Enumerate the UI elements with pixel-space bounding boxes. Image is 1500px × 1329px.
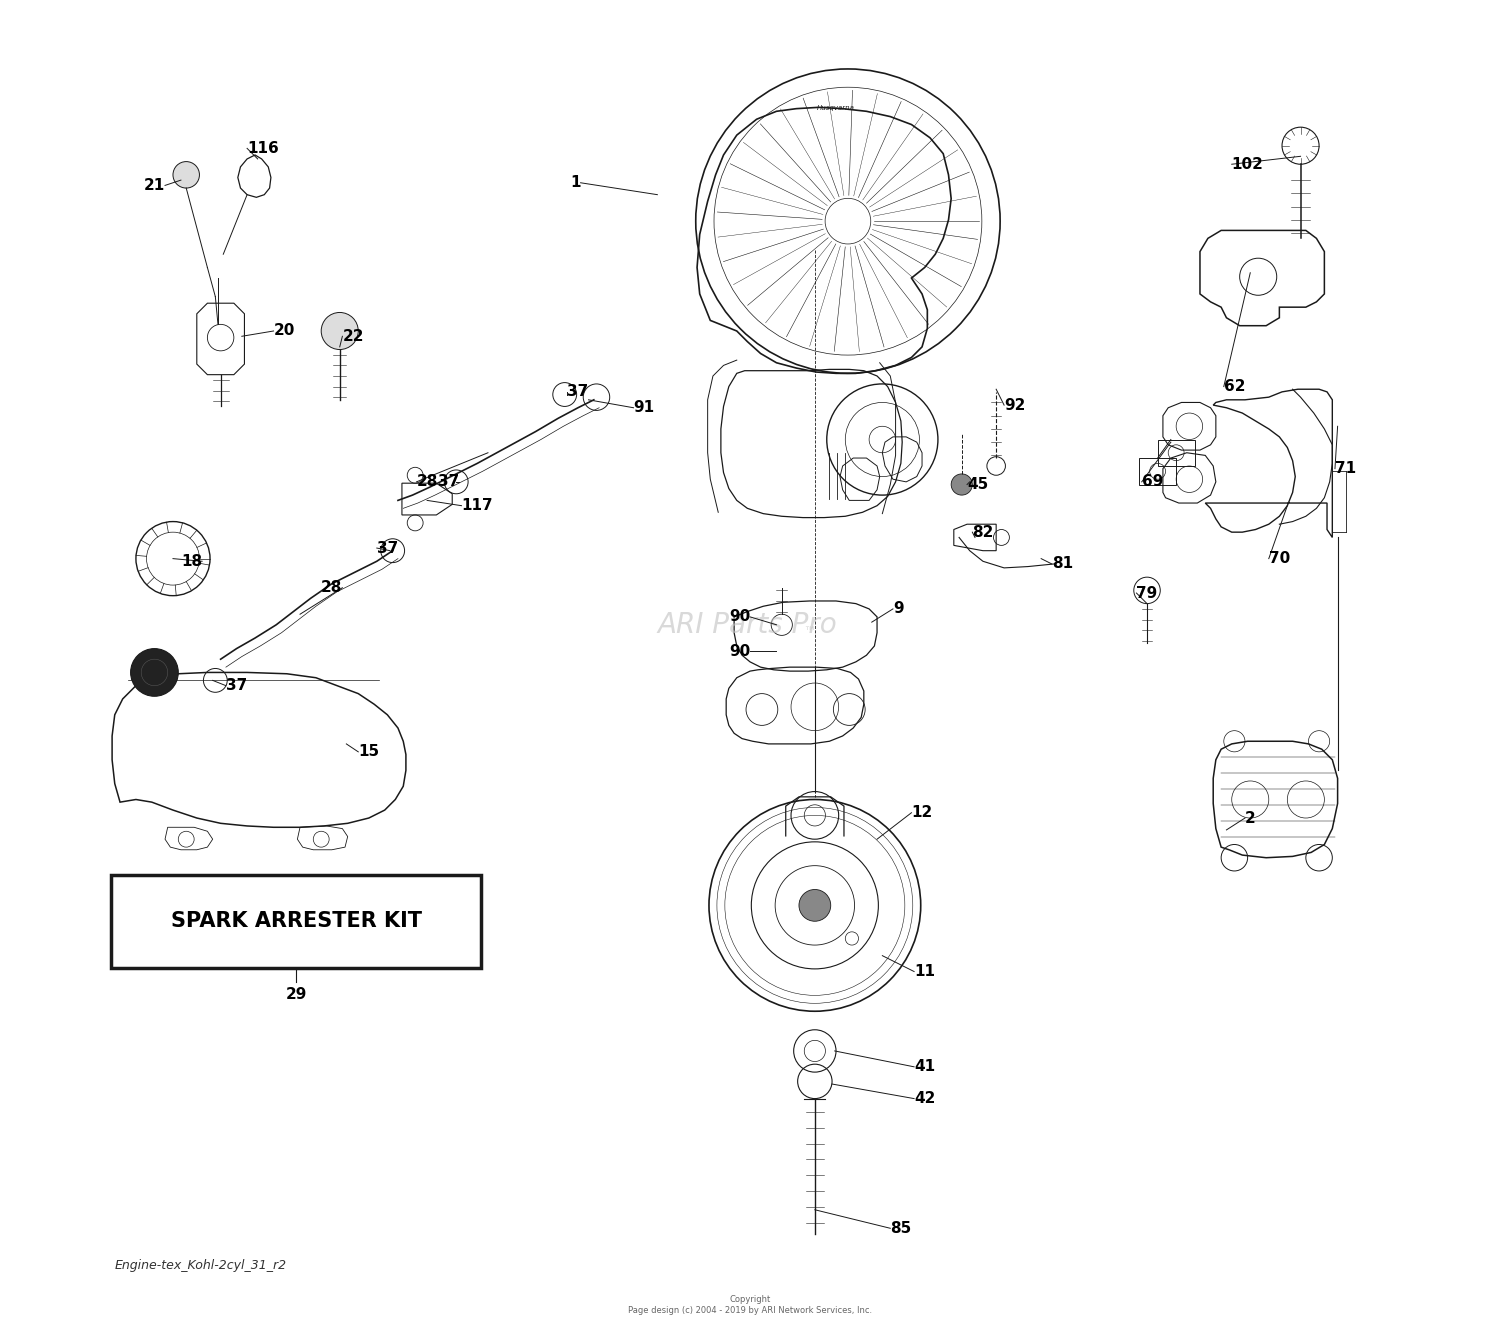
Text: 15: 15 — [358, 744, 380, 759]
Text: 45: 45 — [968, 477, 988, 492]
Circle shape — [321, 312, 358, 350]
Text: 116: 116 — [248, 141, 279, 155]
Text: 79: 79 — [1137, 586, 1158, 601]
Text: SPARK ARRESTER KIT: SPARK ARRESTER KIT — [171, 912, 422, 932]
Text: 92: 92 — [1004, 397, 1026, 412]
Text: 90: 90 — [729, 610, 750, 625]
Text: 37: 37 — [567, 384, 588, 400]
Text: 117: 117 — [462, 498, 494, 513]
Text: 9: 9 — [892, 602, 903, 617]
Text: 18: 18 — [182, 554, 203, 569]
Circle shape — [172, 162, 200, 189]
Text: 62: 62 — [1224, 379, 1245, 395]
Text: 82: 82 — [972, 525, 993, 540]
Text: 20: 20 — [273, 323, 296, 339]
Circle shape — [951, 474, 972, 496]
Circle shape — [800, 889, 831, 921]
Text: 81: 81 — [1052, 557, 1072, 571]
Text: 22: 22 — [342, 328, 364, 344]
Text: 1: 1 — [570, 175, 580, 190]
Text: 37: 37 — [376, 541, 398, 556]
Text: 71: 71 — [1335, 461, 1356, 476]
Text: 70: 70 — [1269, 552, 1290, 566]
Text: 29: 29 — [279, 912, 300, 926]
Text: 28: 28 — [321, 581, 342, 595]
Text: 11: 11 — [914, 964, 934, 979]
Text: 85: 85 — [891, 1221, 912, 1236]
Text: 12: 12 — [912, 805, 933, 820]
Text: 21: 21 — [144, 178, 165, 193]
Text: 37: 37 — [438, 474, 459, 489]
Text: 37: 37 — [226, 678, 248, 694]
Text: 29: 29 — [285, 987, 306, 1002]
Text: Engine-tex_Kohl-2cyl_31_r2: Engine-tex_Kohl-2cyl_31_r2 — [114, 1259, 286, 1272]
Text: Page design (c) 2004 - 2019 by ARI Network Services, Inc.: Page design (c) 2004 - 2019 by ARI Netwo… — [628, 1306, 872, 1314]
Text: 42: 42 — [914, 1091, 936, 1106]
FancyBboxPatch shape — [111, 874, 482, 968]
Text: 69: 69 — [1142, 474, 1162, 489]
Text: 90: 90 — [729, 643, 750, 659]
Text: 2: 2 — [1245, 811, 1256, 825]
Text: 41: 41 — [914, 1059, 934, 1074]
Circle shape — [130, 649, 178, 696]
Text: 102: 102 — [1232, 157, 1263, 171]
Text: 91: 91 — [633, 400, 654, 415]
Text: ™: ™ — [802, 626, 816, 639]
Text: 28: 28 — [417, 474, 438, 489]
Text: ARI Parts Pro: ARI Parts Pro — [657, 611, 837, 639]
Text: Husqvarna: Husqvarna — [818, 105, 855, 112]
Text: Copyright: Copyright — [729, 1296, 771, 1304]
